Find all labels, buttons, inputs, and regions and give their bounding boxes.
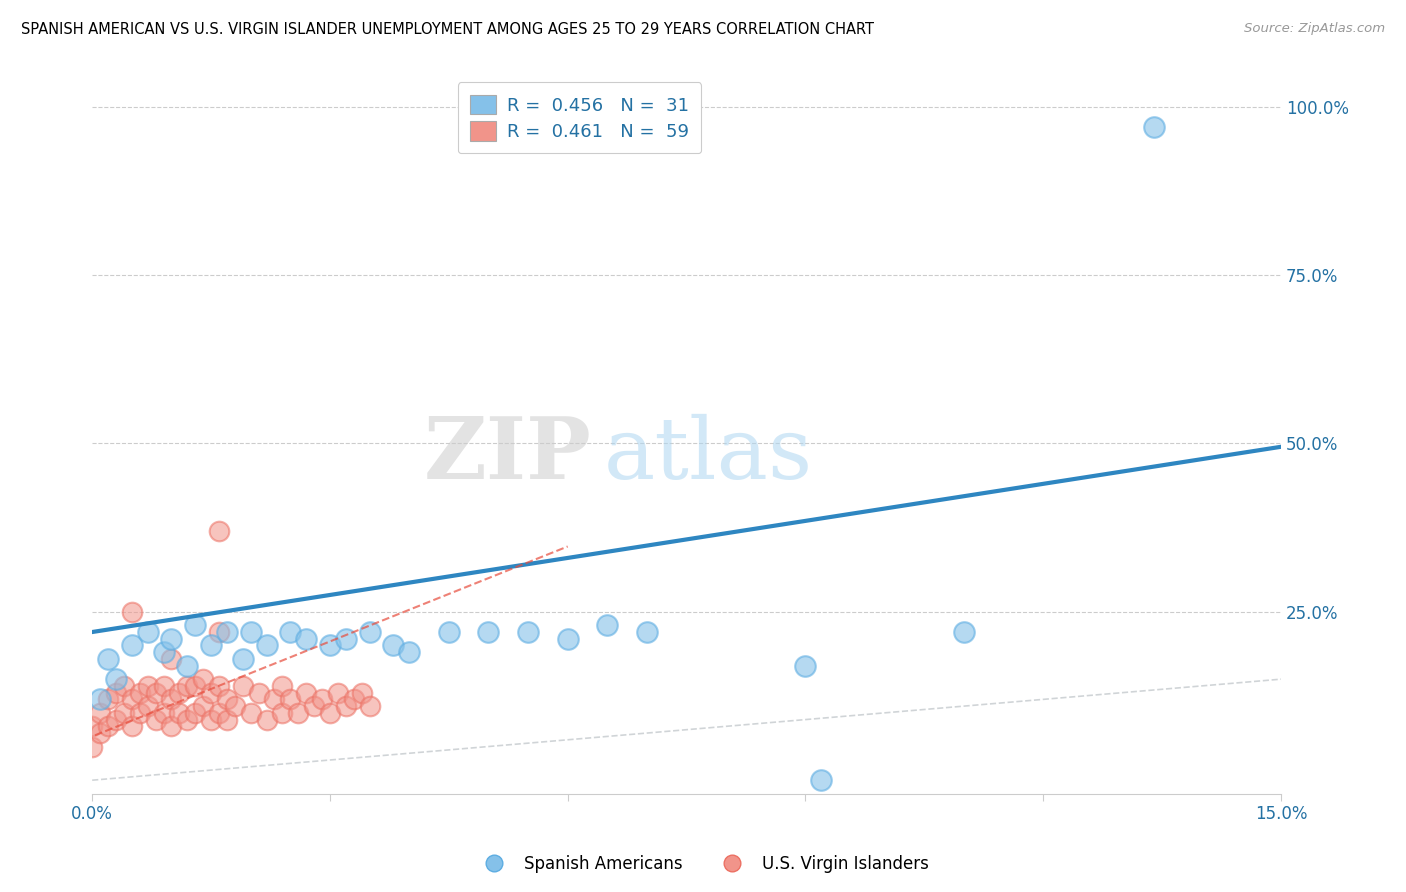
Point <box>1143 120 1166 134</box>
Point <box>97 692 120 706</box>
Text: Source: ZipAtlas.com: Source: ZipAtlas.com <box>1244 22 1385 36</box>
Point <box>350 686 373 700</box>
Point <box>278 692 301 706</box>
Point <box>247 686 270 700</box>
Point <box>557 632 579 646</box>
Point <box>398 645 420 659</box>
Point <box>319 706 342 720</box>
Point <box>89 726 111 740</box>
Point <box>208 625 231 640</box>
Point <box>184 706 207 720</box>
Point <box>82 719 104 733</box>
Point <box>953 625 976 640</box>
Point <box>215 713 238 727</box>
Point <box>278 625 301 640</box>
Point <box>97 719 120 733</box>
Point <box>477 625 499 640</box>
Point <box>160 652 183 666</box>
Point <box>89 706 111 720</box>
Point <box>343 692 366 706</box>
Point <box>596 618 619 632</box>
Point <box>263 692 285 706</box>
Point <box>200 686 222 700</box>
Point <box>359 699 381 714</box>
Point <box>191 699 214 714</box>
Legend: R =  0.456   N =  31, R =  0.461   N =  59: R = 0.456 N = 31, R = 0.461 N = 59 <box>458 82 702 153</box>
Point <box>128 686 150 700</box>
Point <box>208 524 231 538</box>
Point <box>121 639 143 653</box>
Point <box>319 639 342 653</box>
Point <box>184 679 207 693</box>
Point <box>152 645 174 659</box>
Point <box>121 605 143 619</box>
Point <box>145 713 167 727</box>
Point <box>208 679 231 693</box>
Point <box>82 739 104 754</box>
Point <box>121 719 143 733</box>
Point <box>437 625 460 640</box>
Point <box>335 699 357 714</box>
Point <box>232 652 254 666</box>
Point <box>295 686 318 700</box>
Point <box>104 686 127 700</box>
Point <box>335 632 357 646</box>
Point <box>200 639 222 653</box>
Point <box>215 625 238 640</box>
Point <box>176 713 198 727</box>
Point <box>232 679 254 693</box>
Legend: Spanish Americans, U.S. Virgin Islanders: Spanish Americans, U.S. Virgin Islanders <box>470 848 936 880</box>
Point <box>152 706 174 720</box>
Point <box>239 706 262 720</box>
Point <box>176 658 198 673</box>
Point <box>256 639 278 653</box>
Point <box>112 706 135 720</box>
Point <box>160 632 183 646</box>
Point <box>160 692 183 706</box>
Point <box>224 699 246 714</box>
Point <box>104 713 127 727</box>
Point <box>169 686 191 700</box>
Point <box>256 713 278 727</box>
Point <box>136 625 159 640</box>
Point <box>794 658 817 673</box>
Point <box>287 706 309 720</box>
Point <box>295 632 318 646</box>
Point <box>326 686 349 700</box>
Point <box>176 679 198 693</box>
Point <box>121 692 143 706</box>
Point <box>136 699 159 714</box>
Point <box>191 672 214 686</box>
Point <box>636 625 658 640</box>
Text: SPANISH AMERICAN VS U.S. VIRGIN ISLANDER UNEMPLOYMENT AMONG AGES 25 TO 29 YEARS : SPANISH AMERICAN VS U.S. VIRGIN ISLANDER… <box>21 22 875 37</box>
Point <box>239 625 262 640</box>
Point <box>517 625 540 640</box>
Point <box>311 692 333 706</box>
Point <box>97 652 120 666</box>
Point <box>184 618 207 632</box>
Point <box>271 706 294 720</box>
Point <box>136 679 159 693</box>
Point <box>302 699 325 714</box>
Point <box>145 686 167 700</box>
Point <box>200 713 222 727</box>
Point <box>160 719 183 733</box>
Point <box>152 679 174 693</box>
Text: atlas: atlas <box>603 413 813 497</box>
Point <box>359 625 381 640</box>
Point <box>215 692 238 706</box>
Text: ZIP: ZIP <box>423 413 592 497</box>
Point <box>810 773 832 788</box>
Point <box>112 679 135 693</box>
Point <box>271 679 294 693</box>
Point <box>128 706 150 720</box>
Point <box>169 706 191 720</box>
Point <box>89 692 111 706</box>
Point <box>382 639 405 653</box>
Point <box>104 672 127 686</box>
Point <box>208 706 231 720</box>
